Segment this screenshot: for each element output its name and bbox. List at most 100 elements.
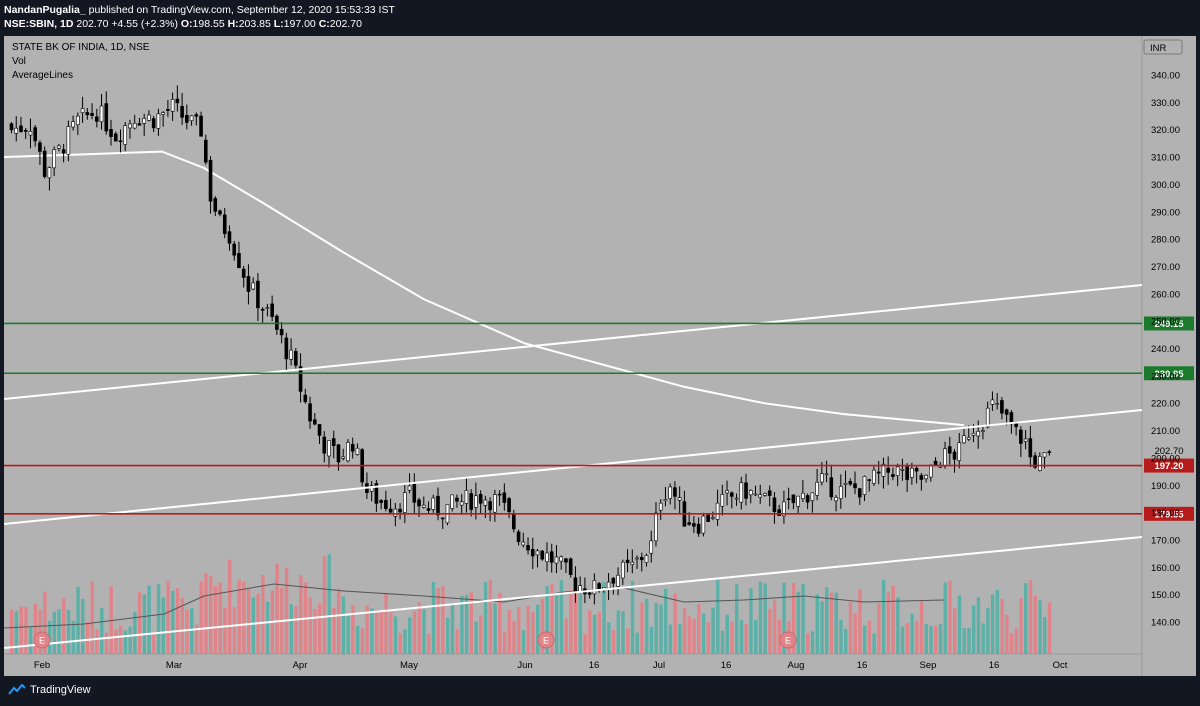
volume-bar-down — [118, 625, 123, 654]
candle-down — [213, 198, 218, 212]
volume-bar-down — [223, 607, 227, 654]
candle-up — [635, 557, 639, 560]
volume-bar-down — [284, 567, 289, 654]
volume-bar-down — [905, 623, 910, 654]
price-tick-label: 230.00 — [1151, 371, 1180, 382]
volume-bar-down — [85, 622, 90, 654]
earnings-icon[interactable] — [33, 631, 51, 649]
candle-up — [483, 499, 488, 506]
volume-bar-down — [502, 631, 507, 654]
candle-up — [123, 125, 128, 145]
volume-bar-up — [251, 597, 256, 654]
volume-bar-down — [90, 581, 94, 654]
horizontal-levels[interactable]: 249.15 230.95 197.20 179.55 202.70 — [4, 316, 1194, 521]
candle-up — [838, 486, 843, 499]
candle-up — [796, 495, 800, 507]
volume-bar-down — [640, 602, 644, 654]
volume-bar-down — [24, 607, 28, 654]
candle-down — [398, 508, 402, 513]
middle-trendline[interactable] — [3, 409, 1143, 525]
candle-up — [758, 494, 763, 498]
price-axis-background[interactable] — [1142, 36, 1196, 676]
candle-up — [668, 486, 672, 499]
volume-bar-down — [858, 589, 862, 654]
volume-bar-down — [441, 586, 445, 654]
volume-bar-up — [403, 629, 407, 654]
volume-bar-down — [540, 598, 545, 654]
close-value: 202.70 — [329, 18, 362, 30]
candle-down — [1047, 451, 1052, 454]
candle-up — [971, 433, 976, 436]
candle-up — [995, 403, 999, 405]
volume-bar-up — [422, 609, 426, 654]
lower-trendline[interactable] — [3, 536, 1143, 649]
level-price-badge[interactable] — [1144, 506, 1194, 521]
volume-bar-up — [976, 597, 981, 654]
candle-down — [805, 495, 810, 503]
candle-down — [436, 495, 440, 516]
currency-badge[interactable] — [1143, 39, 1183, 55]
level-price-badge[interactable] — [1144, 316, 1194, 331]
candle-up — [369, 485, 374, 492]
volume-bar-down — [175, 588, 180, 654]
ohlc-line: NSE:SBIN, 1D 202.70 +4.55 (+2.3%) O:198.… — [4, 18, 362, 30]
time-axis-background[interactable] — [4, 654, 1142, 676]
trendlines[interactable] — [3, 284, 1143, 649]
volume-bar-down — [152, 632, 156, 654]
candle-down — [336, 444, 341, 463]
candle-down — [507, 498, 511, 513]
volume-bar-down — [772, 600, 777, 654]
candle-down — [673, 487, 677, 497]
candle-down — [744, 482, 748, 499]
price-tick-label: 310.00 — [1151, 153, 1180, 164]
volume-bar-up — [607, 622, 611, 654]
chart-area[interactable]: 249.15 230.95 197.20 179.55 202.70 340.00 330… — [3, 36, 1196, 676]
volume-bar-up — [649, 626, 654, 654]
volume-bar-down — [891, 585, 895, 654]
candle-up — [990, 399, 995, 405]
candle-up — [715, 502, 720, 520]
candle-up — [189, 115, 194, 121]
legend-average-lines[interactable]: AverageLines — [12, 70, 73, 81]
candle-up — [957, 442, 962, 461]
volume-bars — [10, 554, 1052, 654]
tradingview-brand[interactable]: TradingView — [8, 684, 91, 696]
volume-bar-up — [370, 608, 374, 654]
candle-up — [630, 561, 635, 565]
candle-down — [706, 514, 710, 522]
volume-bar-up — [753, 619, 758, 654]
volume-bar-down — [417, 602, 421, 654]
volume-bar-up — [900, 626, 905, 654]
price-chart[interactable]: 249.15 230.95 197.20 179.55 202.70 340.00 330… — [3, 36, 1196, 676]
candle-up — [493, 494, 497, 513]
volume-bar-up — [66, 609, 71, 654]
candle-down — [530, 548, 535, 557]
volume-bar-down — [299, 575, 303, 654]
earnings-label: E — [543, 636, 549, 646]
legend-title[interactable]: STATE BK OF INDIA, 1D, NSE — [12, 42, 150, 53]
volume-bar-up — [52, 611, 57, 654]
volume-bar-up — [1043, 617, 1047, 654]
volume-bar-down — [507, 609, 511, 654]
volume-bar-down — [564, 618, 568, 654]
level-price-badge[interactable] — [1144, 366, 1194, 381]
upper-trendline[interactable] — [3, 284, 1143, 400]
legend-vol[interactable]: Vol — [12, 56, 26, 67]
candle-down — [853, 483, 857, 489]
candle-up — [966, 437, 971, 440]
candle-up — [748, 490, 753, 496]
candle-down — [38, 142, 42, 152]
volume-bar-up — [76, 586, 80, 654]
earnings-icon[interactable] — [537, 631, 555, 649]
volume-bar-up — [1038, 600, 1042, 654]
earnings-icon[interactable] — [779, 631, 797, 649]
author-name[interactable]: NandanPugalia_ — [4, 4, 86, 16]
volume-bar-down — [877, 603, 881, 654]
candle-down — [279, 328, 284, 336]
candle-up — [521, 541, 526, 546]
footer: TradingView — [0, 680, 1200, 706]
symbol-label[interactable]: NSE:SBIN, 1D — [4, 18, 74, 30]
level-price-badge[interactable] — [1144, 458, 1194, 473]
volume-bar-down — [62, 598, 66, 654]
